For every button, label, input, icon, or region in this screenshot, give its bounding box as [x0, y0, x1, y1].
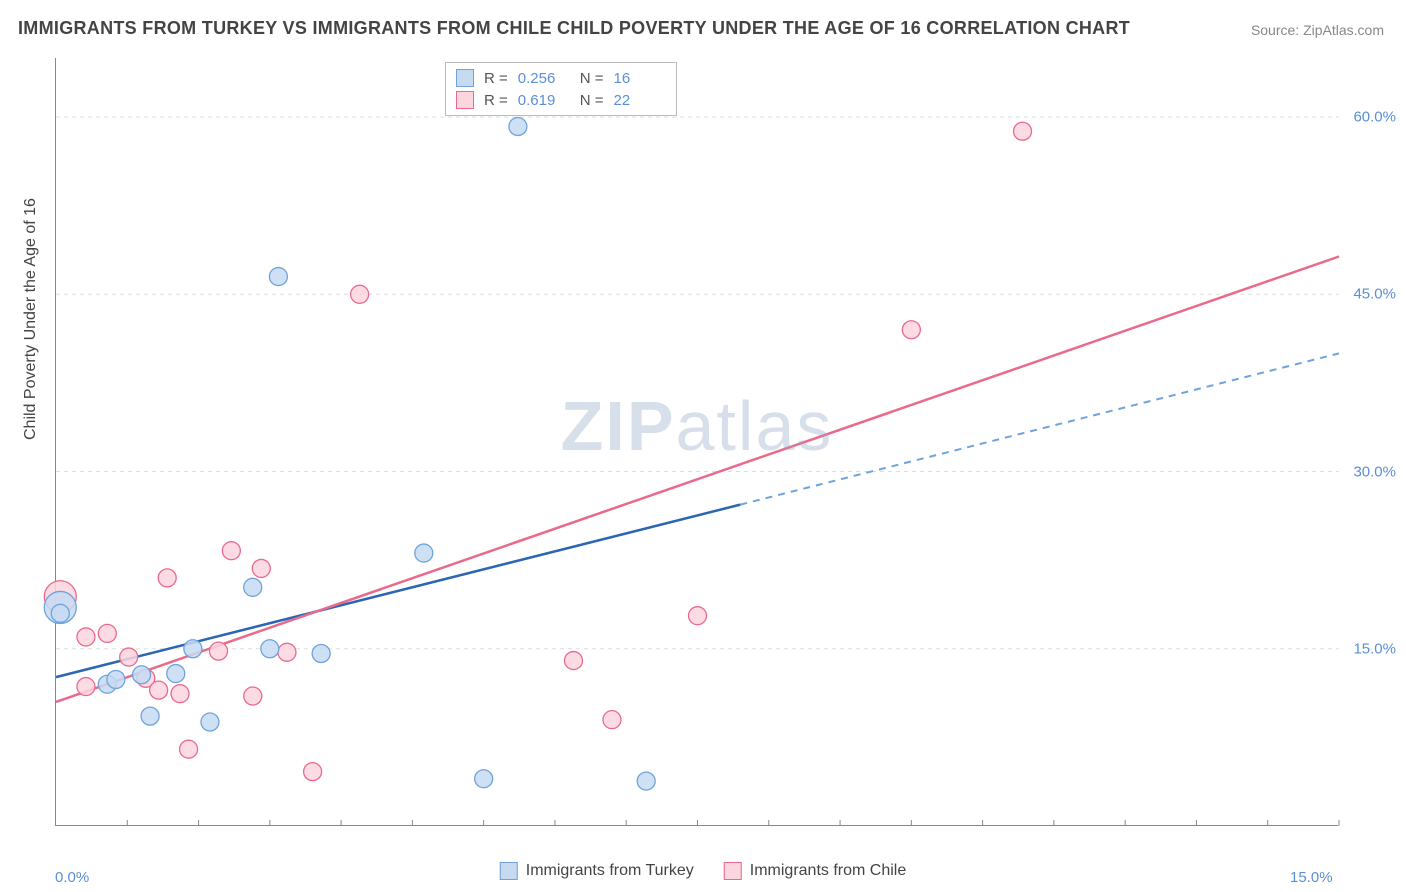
source-label: Source: — [1251, 22, 1299, 38]
y-axis-label: Child Poverty Under the Age of 16 — [22, 198, 40, 440]
legend-item-turkey: Immigrants from Turkey — [500, 862, 694, 880]
ytick-label: 15.0% — [1353, 640, 1396, 657]
plot-area: ZIPatlas — [55, 58, 1338, 826]
swatch-turkey-icon — [500, 862, 518, 880]
legend-item-chile: Immigrants from Chile — [724, 862, 906, 880]
n-label: N = — [580, 70, 604, 87]
ytick-label: 30.0% — [1353, 463, 1396, 480]
swatch-turkey — [456, 69, 474, 87]
legend-label-turkey: Immigrants from Turkey — [526, 862, 694, 880]
stats-row-turkey: R = 0.256 N = 16 — [456, 67, 666, 89]
n-label: N = — [580, 92, 604, 109]
n-value-chile: 22 — [614, 92, 666, 109]
swatch-chile — [456, 91, 474, 109]
swatch-chile-icon — [724, 862, 742, 880]
stats-row-chile: R = 0.619 N = 22 — [456, 89, 666, 111]
r-label: R = — [484, 92, 508, 109]
n-value-turkey: 16 — [614, 70, 666, 87]
stats-legend: R = 0.256 N = 16 R = 0.619 N = 22 — [445, 62, 677, 116]
r-value-turkey: 0.256 — [518, 70, 570, 87]
r-label: R = — [484, 70, 508, 87]
chart-title: IMMIGRANTS FROM TURKEY VS IMMIGRANTS FRO… — [18, 18, 1130, 39]
chart-svg — [56, 58, 1338, 825]
series-legend: Immigrants from Turkey Immigrants from C… — [500, 862, 907, 880]
r-value-chile: 0.619 — [518, 92, 570, 109]
source-attribution: Source: ZipAtlas.com — [1251, 22, 1384, 38]
legend-label-chile: Immigrants from Chile — [750, 862, 906, 880]
xtick-label: 0.0% — [55, 869, 89, 886]
ytick-label: 45.0% — [1353, 286, 1396, 303]
source-value: ZipAtlas.com — [1303, 22, 1384, 38]
xtick-label: 15.0% — [1290, 869, 1333, 886]
ytick-label: 60.0% — [1353, 109, 1396, 126]
